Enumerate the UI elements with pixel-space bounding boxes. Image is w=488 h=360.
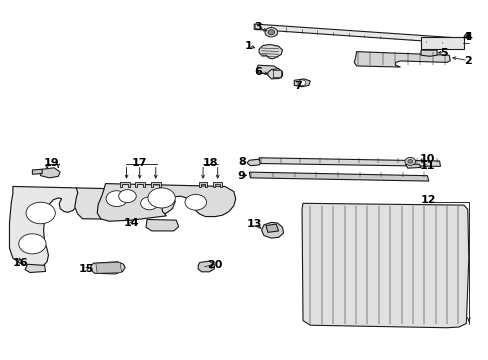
Text: 20: 20 bbox=[207, 260, 223, 270]
Text: 17: 17 bbox=[132, 158, 147, 168]
Circle shape bbox=[26, 202, 55, 224]
Polygon shape bbox=[405, 164, 420, 168]
Text: 12: 12 bbox=[420, 195, 436, 205]
Circle shape bbox=[184, 194, 206, 210]
Polygon shape bbox=[9, 186, 81, 267]
Polygon shape bbox=[96, 262, 122, 273]
Polygon shape bbox=[75, 188, 175, 220]
Polygon shape bbox=[302, 203, 468, 328]
Polygon shape bbox=[40, 168, 60, 178]
Circle shape bbox=[19, 234, 46, 254]
Circle shape bbox=[404, 157, 415, 165]
Text: 13: 13 bbox=[246, 219, 262, 229]
Text: 7: 7 bbox=[294, 81, 302, 91]
Polygon shape bbox=[294, 79, 310, 87]
Circle shape bbox=[264, 28, 277, 37]
Polygon shape bbox=[198, 182, 207, 187]
Text: 6: 6 bbox=[254, 67, 262, 77]
Text: 19: 19 bbox=[44, 158, 60, 168]
Polygon shape bbox=[267, 69, 282, 79]
Text: 5: 5 bbox=[440, 48, 447, 58]
Polygon shape bbox=[97, 184, 235, 221]
Polygon shape bbox=[120, 182, 130, 187]
Polygon shape bbox=[259, 44, 282, 59]
Polygon shape bbox=[25, 264, 45, 273]
Text: 8: 8 bbox=[238, 157, 245, 167]
Text: 1: 1 bbox=[244, 41, 252, 50]
Polygon shape bbox=[91, 262, 125, 274]
Circle shape bbox=[106, 191, 127, 207]
Polygon shape bbox=[151, 182, 160, 187]
Polygon shape bbox=[254, 24, 463, 44]
Polygon shape bbox=[420, 50, 436, 56]
Text: 18: 18 bbox=[202, 158, 218, 168]
Polygon shape bbox=[213, 182, 222, 187]
Text: 9: 9 bbox=[237, 171, 244, 181]
Circle shape bbox=[141, 197, 158, 210]
Polygon shape bbox=[146, 220, 178, 231]
Polygon shape bbox=[249, 172, 428, 181]
Polygon shape bbox=[353, 51, 449, 67]
Circle shape bbox=[407, 159, 412, 163]
Text: 11: 11 bbox=[419, 161, 434, 171]
Circle shape bbox=[148, 188, 175, 208]
Text: 15: 15 bbox=[78, 264, 94, 274]
Text: 4: 4 bbox=[462, 32, 469, 41]
Polygon shape bbox=[135, 182, 144, 187]
Polygon shape bbox=[259, 158, 440, 166]
Text: 4: 4 bbox=[464, 32, 472, 41]
Polygon shape bbox=[265, 224, 278, 232]
Polygon shape bbox=[246, 159, 261, 166]
Polygon shape bbox=[261, 222, 283, 238]
Circle shape bbox=[298, 80, 305, 86]
Text: 14: 14 bbox=[123, 218, 139, 228]
Text: 2: 2 bbox=[463, 55, 471, 66]
Polygon shape bbox=[198, 261, 214, 272]
Text: 16: 16 bbox=[12, 258, 28, 268]
Circle shape bbox=[119, 190, 136, 203]
Polygon shape bbox=[420, 37, 463, 49]
Polygon shape bbox=[256, 65, 279, 74]
Circle shape bbox=[267, 30, 274, 35]
Polygon shape bbox=[32, 169, 42, 174]
Text: 3: 3 bbox=[254, 22, 262, 32]
Text: 10: 10 bbox=[419, 154, 434, 164]
